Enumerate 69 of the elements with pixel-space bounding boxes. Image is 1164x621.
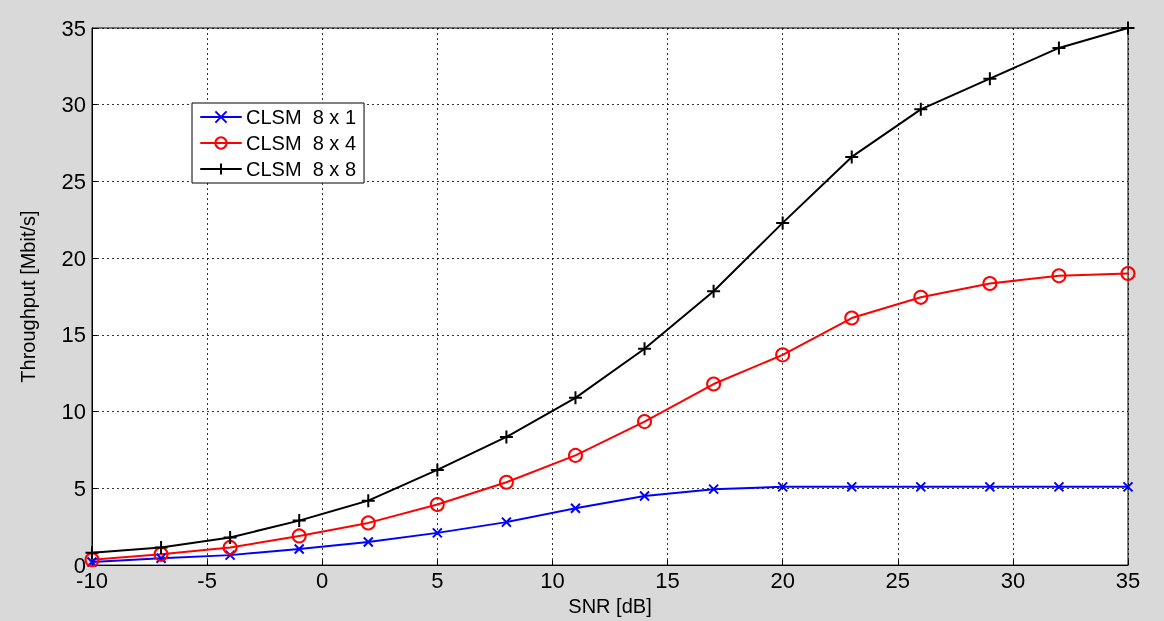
- point: [775, 347, 791, 363]
- x-tick-label: 20: [770, 567, 795, 593]
- point: [844, 149, 860, 165]
- y-tick-label: 10: [61, 399, 86, 425]
- point: [84, 552, 100, 568]
- point: [429, 496, 445, 512]
- point: [360, 515, 376, 531]
- point: [984, 481, 996, 493]
- x-tick-label: -5: [197, 567, 217, 593]
- point: [639, 490, 651, 502]
- point: [293, 543, 305, 555]
- point: [84, 545, 100, 561]
- point: [498, 429, 514, 445]
- point: [637, 414, 653, 430]
- point: [1120, 266, 1136, 282]
- point: [86, 556, 98, 568]
- point: [913, 289, 929, 305]
- point: [500, 516, 512, 528]
- point: [431, 527, 443, 539]
- point: [1053, 481, 1065, 493]
- x-tick-label: 35: [1115, 567, 1141, 593]
- point: [706, 283, 722, 299]
- point: [637, 341, 653, 357]
- x-tick-label: 0: [316, 567, 329, 593]
- point: [913, 101, 929, 117]
- x-tick-label: 25: [885, 567, 911, 593]
- point: [224, 549, 236, 561]
- x-axis-title: SNR [dB]: [568, 595, 652, 617]
- x-tick-label: 15: [655, 567, 680, 593]
- point: [567, 447, 583, 463]
- point: [291, 513, 307, 529]
- point: [982, 71, 998, 87]
- point: [1122, 481, 1134, 493]
- x-tick-label: 5: [431, 567, 444, 593]
- point: [846, 481, 858, 493]
- x-tick-label: 10: [540, 567, 565, 593]
- legend-label: CLSM 8 x 4: [246, 132, 357, 154]
- point: [153, 539, 169, 555]
- x-tick-label: 30: [1000, 567, 1026, 593]
- point: [708, 483, 720, 495]
- point: [777, 481, 789, 493]
- point: [498, 474, 514, 490]
- point: [222, 539, 238, 555]
- legend-label: CLSM 8 x 1: [246, 106, 357, 128]
- point: [153, 546, 169, 562]
- y-tick-label: 20: [61, 245, 86, 271]
- point: [775, 215, 791, 231]
- point: [569, 502, 581, 514]
- point: [429, 462, 445, 478]
- point: [362, 536, 374, 548]
- point: [222, 529, 238, 545]
- y-tick-label: 25: [61, 168, 86, 194]
- legend-label: CLSM 8 x 8: [246, 158, 357, 180]
- point: [291, 528, 307, 544]
- point: [915, 481, 927, 493]
- point: [982, 276, 998, 291]
- y-axis-title: Throughput [Mbit/s]: [17, 210, 39, 383]
- y-tick-label: 5: [73, 475, 86, 501]
- point: [155, 552, 167, 564]
- point: [567, 390, 583, 406]
- point: [844, 310, 860, 326]
- y-tick-label: 35: [61, 15, 86, 41]
- point: [360, 493, 376, 509]
- y-tick-label: 30: [61, 92, 86, 118]
- y-tick-label: 15: [61, 322, 86, 348]
- point: [1051, 40, 1067, 56]
- point: [706, 376, 722, 392]
- point: [1051, 268, 1067, 284]
- point: [1120, 20, 1136, 36]
